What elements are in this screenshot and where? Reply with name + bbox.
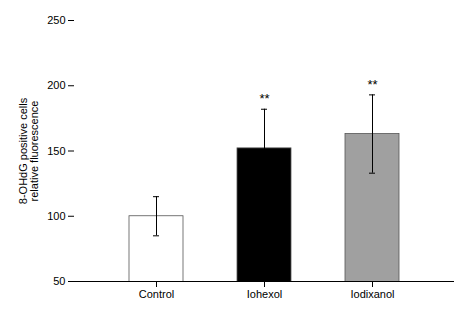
svg-text:Control: Control [139, 288, 174, 300]
svg-text:150: 150 [47, 145, 65, 157]
svg-text:Iodixanol: Iodixanol [350, 288, 394, 300]
svg-text:100: 100 [47, 210, 65, 222]
svg-text:Iohexol: Iohexol [247, 288, 282, 300]
svg-text:**: ** [367, 77, 377, 92]
svg-text:200: 200 [47, 79, 65, 91]
svg-text:50: 50 [53, 275, 65, 287]
svg-text:8-OHdG positive cellsrelative: 8-OHdG positive cellsrelative fluorescen… [17, 97, 40, 204]
svg-text:**: ** [259, 91, 269, 106]
svg-text:250: 250 [47, 14, 65, 26]
